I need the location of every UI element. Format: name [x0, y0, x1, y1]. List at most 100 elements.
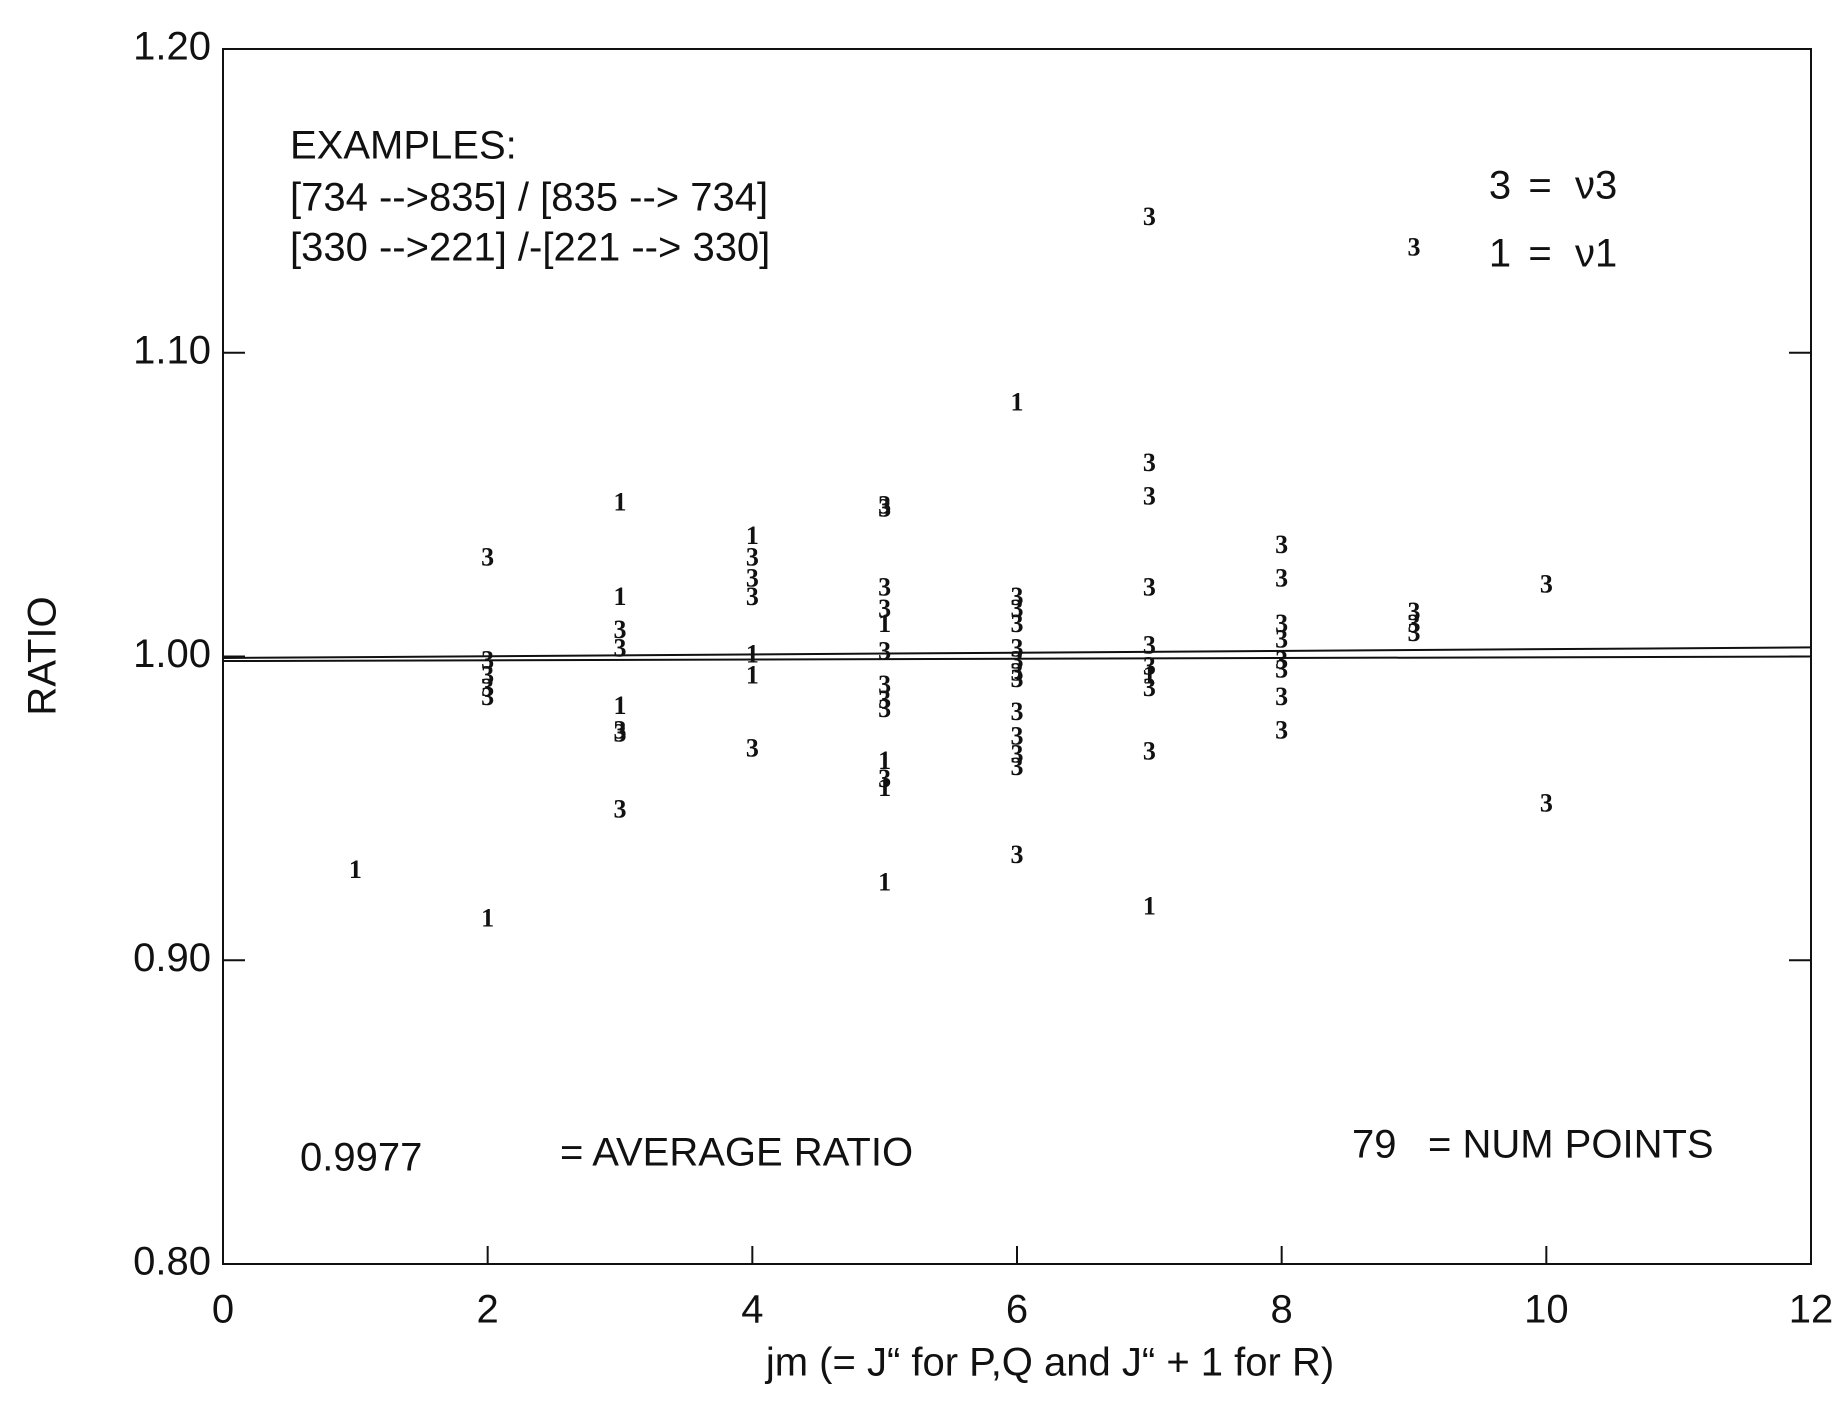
point: 3 — [1011, 697, 1024, 726]
point: 3 — [878, 694, 891, 723]
point: 1 — [614, 488, 627, 517]
point: 3 — [1011, 740, 1024, 769]
point: 3 — [878, 764, 891, 793]
point: 3 — [1275, 564, 1288, 593]
point: 3 — [614, 715, 627, 744]
point: 3 — [1143, 448, 1156, 477]
point: 1 — [1143, 892, 1156, 921]
point: 3 — [481, 682, 494, 711]
y-tick-label: 0.80 — [133, 1240, 211, 1284]
annotation: [330 -->221] /-[221 --> 330] — [290, 226, 770, 270]
point: 3 — [1143, 737, 1156, 766]
point: 3 — [614, 633, 627, 662]
point: 3 — [878, 670, 891, 699]
point: 3 — [1143, 630, 1156, 659]
point: 1 — [746, 521, 759, 550]
point: 3 — [746, 582, 759, 611]
point: 3 — [746, 564, 759, 593]
point: 1 — [481, 904, 494, 933]
point: 3 — [1275, 715, 1288, 744]
point: 3 — [746, 542, 759, 571]
point: 3 — [614, 718, 627, 747]
point: 3 — [1408, 232, 1421, 261]
x-tick-label: 12 — [1789, 1288, 1834, 1332]
annotation: 79 — [1352, 1123, 1397, 1167]
point: 3 — [1275, 646, 1288, 675]
point: 3 — [1143, 673, 1156, 702]
point: 3 — [1143, 482, 1156, 511]
point: 3 — [1011, 840, 1024, 869]
point: 3 — [1011, 658, 1024, 687]
legend-label: ν3 — [1575, 164, 1617, 208]
y-tick-label: 1.00 — [133, 632, 211, 676]
legend-marker: 1 — [1489, 232, 1511, 276]
legend-separator: = — [1528, 232, 1551, 276]
y-tick-label: 1.20 — [133, 25, 211, 69]
point: 3 — [746, 734, 759, 763]
annotation: = NUM POINTS — [1428, 1123, 1714, 1167]
point: 1 — [878, 746, 891, 775]
point: 3 — [481, 673, 494, 702]
point: 3 — [878, 685, 891, 714]
x-tick-label: 0 — [212, 1288, 234, 1332]
point: 3 — [1275, 609, 1288, 638]
point: 3 — [1408, 609, 1421, 638]
point: 3 — [1143, 573, 1156, 602]
fit-line — [222, 646, 1812, 660]
y-tick-label: 0.90 — [133, 936, 211, 980]
point: 3 — [1540, 788, 1553, 817]
point: 3 — [878, 636, 891, 665]
point: 3 — [481, 542, 494, 571]
point: 1 — [878, 609, 891, 638]
y-axis-label: RATIO — [21, 596, 65, 715]
point: 3 — [1408, 597, 1421, 626]
annotation: EXAMPLES: — [290, 124, 517, 168]
point: 3 — [1275, 682, 1288, 711]
point: 1 — [349, 855, 362, 884]
point: 3 — [1011, 752, 1024, 781]
point: 3 — [878, 594, 891, 623]
point: 3 — [1011, 609, 1024, 638]
point: 3 — [1540, 570, 1553, 599]
point: 1 — [746, 661, 759, 690]
point: 1 — [614, 582, 627, 611]
point: 3 — [481, 646, 494, 675]
point: 3 — [1011, 721, 1024, 750]
point: 3 — [1011, 633, 1024, 662]
point: 1 — [1143, 661, 1156, 690]
annotation: [734 -->835] / [835 --> 734] — [290, 176, 768, 220]
x-tick-label: 10 — [1524, 1288, 1569, 1332]
point: 3 — [1143, 202, 1156, 231]
point: 1 — [878, 867, 891, 896]
annotation: 0.9977 — [300, 1136, 422, 1180]
point: 3 — [878, 494, 891, 523]
point: 3 — [614, 794, 627, 823]
y-tick-label: 1.10 — [133, 328, 211, 372]
point: 1 — [614, 691, 627, 720]
point: 3 — [1275, 624, 1288, 653]
point: 3 — [1408, 618, 1421, 647]
point: 3 — [1275, 530, 1288, 559]
point: 1 — [1011, 387, 1024, 416]
x-tick-label: 4 — [741, 1288, 763, 1332]
point: 3 — [1011, 594, 1024, 623]
point: 3 — [1011, 582, 1024, 611]
point: 3 — [1275, 655, 1288, 684]
point: 3 — [614, 615, 627, 644]
fit-line — [222, 655, 1812, 663]
point: 3 — [1011, 664, 1024, 693]
point: 3 — [878, 573, 891, 602]
legend-marker: 3 — [1489, 164, 1511, 208]
x-tick-label: 6 — [1006, 1288, 1028, 1332]
x-axis-label: jm (= J“ for P,Q and J“ + 1 for R) — [765, 1341, 1334, 1385]
legend-label: ν1 — [1575, 232, 1617, 276]
annotation: = AVERAGE RATIO — [560, 1131, 913, 1175]
point: 3 — [878, 491, 891, 520]
x-tick-label: 8 — [1271, 1288, 1293, 1332]
point: 1 — [878, 773, 891, 802]
point: 3 — [481, 661, 494, 690]
point: 1 — [746, 639, 759, 668]
x-tick-label: 2 — [477, 1288, 499, 1332]
